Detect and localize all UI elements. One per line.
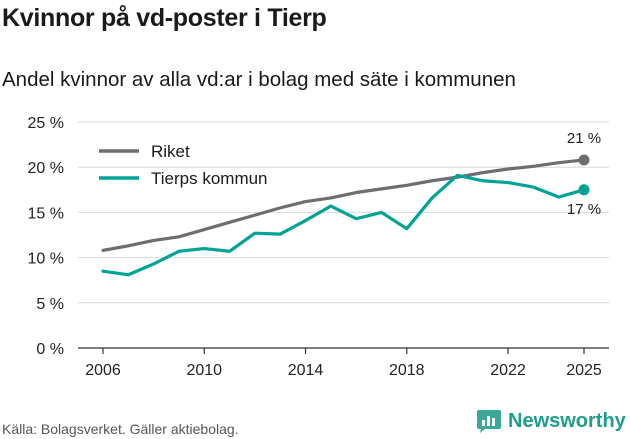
y-tick-label: 5 % <box>36 296 64 313</box>
line-chart: 0 % 5 % 10 % 15 % 20 % 25 % 2006 2010 2014 2018 20… <box>28 115 609 379</box>
y-tick-label: 15 % <box>28 205 64 222</box>
end-point-riket <box>578 154 590 166</box>
chart-subtitle: Andel kvinnor av alla vd:ar i bolag med … <box>2 68 516 91</box>
axes: 0 % 5 % 10 % 15 % 20 % 25 % 2006 2010 2014 2018 20… <box>28 115 609 379</box>
x-tick-label: 2006 <box>85 362 121 379</box>
series-line-tierp <box>101 173 586 277</box>
source-note: Källa: Bolagsverket. Gäller aktiebolag. <box>2 421 239 437</box>
series-lines: 21 % 17 % <box>101 130 601 277</box>
x-tick-label: 2025 <box>566 362 602 379</box>
end-label-tierp: 17 % <box>567 201 601 218</box>
newsworthy-logo-text: Newsworthy <box>508 409 626 432</box>
x-tick-label: 2022 <box>490 362 526 379</box>
newsworthy-logo: Newsworthy <box>476 408 626 434</box>
end-label-riket: 21 % <box>567 130 601 147</box>
y-tick-label: 10 % <box>28 251 64 268</box>
x-tick-label: 2010 <box>186 362 222 379</box>
legend-label-tierp: Tierps kommun <box>151 169 268 188</box>
legend-label-riket: Riket <box>151 142 190 161</box>
newsworthy-logo-icon <box>477 410 501 433</box>
chart-title: Kvinnor på vd-poster i Tierp <box>2 4 327 32</box>
end-point-tierp <box>578 184 590 196</box>
x-tick-label: 2018 <box>389 362 425 379</box>
y-tick-label: 25 % <box>28 115 64 132</box>
series-line-riket <box>101 158 586 252</box>
y-tick-label: 0 % <box>36 341 64 358</box>
y-tick-label: 20 % <box>28 160 64 177</box>
x-tick-label: 2014 <box>288 362 324 379</box>
legend: Riket Tierps kommun <box>99 142 268 188</box>
